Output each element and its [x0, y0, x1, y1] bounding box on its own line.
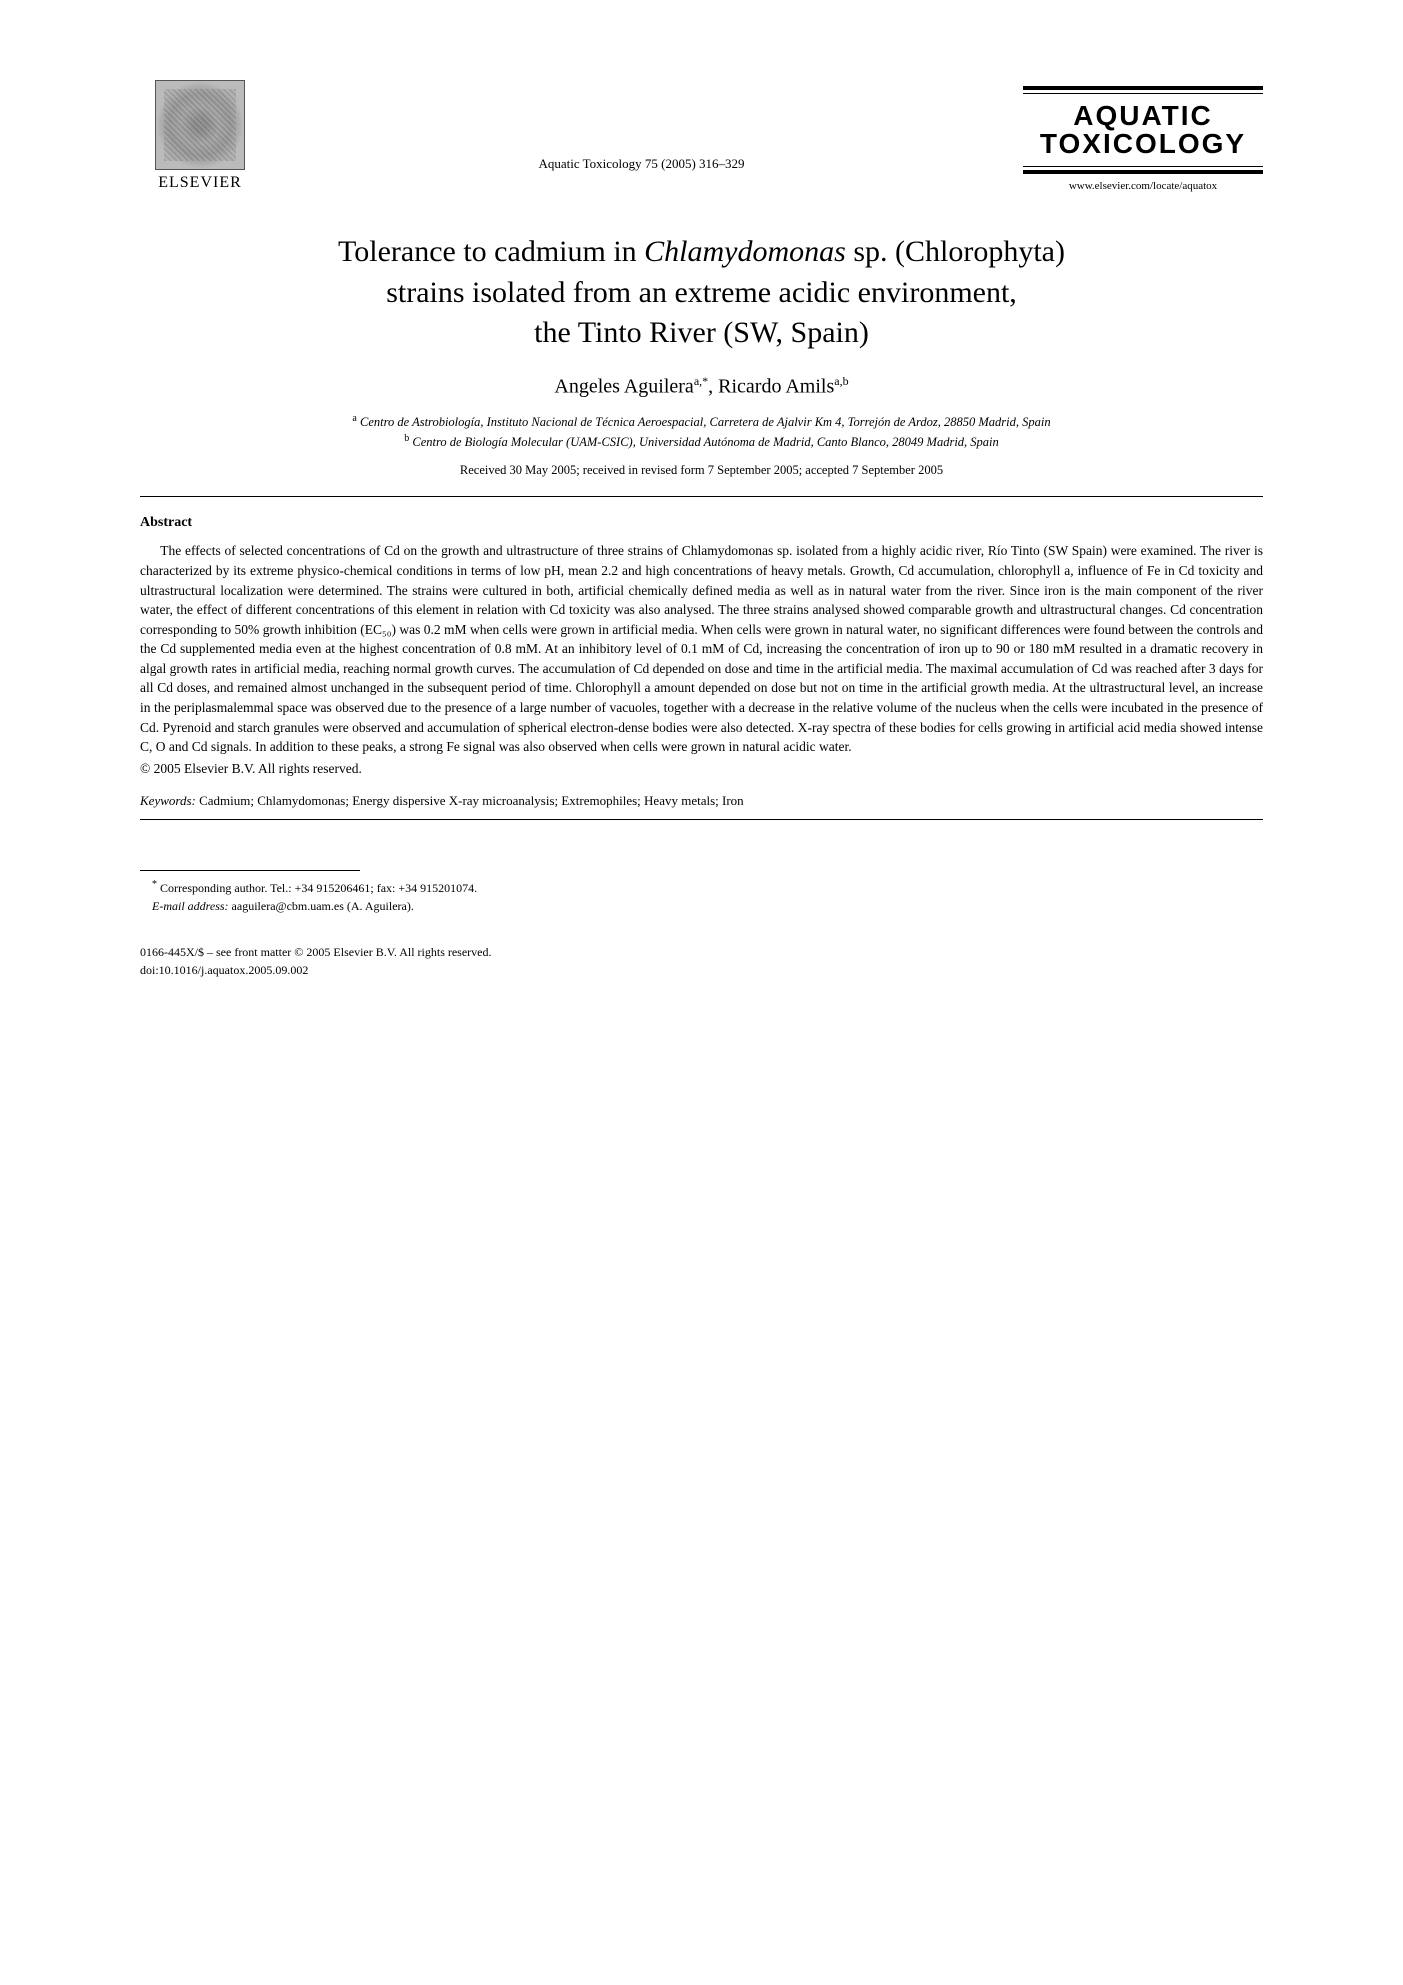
abstract-body: The effects of selected concentrations o…: [140, 541, 1263, 756]
email-value: aaguilera@cbm.uam.es (A. Aguilera).: [232, 899, 414, 913]
corresponding-author: * Corresponding author. Tel.: +34 915206…: [152, 877, 1263, 897]
footnote-rule: [140, 870, 360, 871]
journal-rule-top: [1023, 86, 1263, 94]
keywords-label: Keywords:: [140, 793, 196, 808]
publisher-block: ELSEVIER: [140, 80, 260, 192]
elsevier-logo: [155, 80, 245, 170]
affiliation-b: Centro de Biología Molecular (UAM-CSIC),…: [412, 435, 998, 449]
title-line3: the Tinto River (SW, Spain): [534, 316, 869, 349]
author-2-name: Ricardo Amils: [718, 375, 834, 397]
affiliation-a: Centro de Astrobiología, Instituto Nacio…: [360, 415, 1051, 429]
journal-block: AQUATIC TOXICOLOGY www.elsevier.com/loca…: [1023, 86, 1263, 192]
corresponding-email: E-mail address: aaguilera@cbm.uam.es (A.…: [152, 897, 1263, 915]
affiliations: a Centro de Astrobiología, Instituto Nac…: [140, 412, 1263, 451]
page-header: ELSEVIER Aquatic Toxicology 75 (2005) 31…: [140, 80, 1263, 192]
rule-before-abstract: [140, 496, 1263, 497]
email-label: E-mail address:: [152, 899, 229, 913]
keywords: Keywords: Cadmium; Chlamydomonas; Energy…: [140, 793, 1263, 809]
article-history: Received 30 May 2005; received in revise…: [140, 463, 1263, 478]
footer-line1: 0166-445X/$ – see front matter © 2005 El…: [140, 943, 1263, 961]
title-line1a: Tolerance to cadmium in: [338, 235, 644, 268]
abstract-copyright: © 2005 Elsevier B.V. All rights reserved…: [140, 761, 1263, 777]
journal-rule-bottom: [1023, 166, 1263, 174]
page-footer: 0166-445X/$ – see front matter © 2005 El…: [140, 943, 1263, 979]
journal-title-line1: AQUATIC: [1073, 100, 1212, 131]
journal-reference: Aquatic Toxicology 75 (2005) 316–329: [260, 156, 1023, 192]
abstract-heading: Abstract: [140, 515, 1263, 531]
corr-text: Corresponding author. Tel.: +34 91520646…: [160, 881, 477, 895]
keywords-list: Cadmium; Chlamydomonas; Energy dispersiv…: [199, 793, 744, 808]
journal-title: AQUATIC TOXICOLOGY: [1023, 96, 1263, 164]
journal-url: www.elsevier.com/locate/aquatox: [1023, 180, 1263, 192]
author-1-corr: *: [702, 374, 708, 388]
title-line2: strains isolated from an extreme acidic …: [386, 276, 1017, 309]
author-1-affil: a,: [694, 374, 702, 388]
corr-symbol: *: [152, 879, 157, 890]
journal-title-line2: TOXICOLOGY: [1040, 128, 1246, 159]
author-1-name: Angeles Aguilera: [554, 375, 693, 397]
author-2-affil: a,b: [834, 374, 848, 388]
footnotes: * Corresponding author. Tel.: +34 915206…: [140, 870, 1263, 915]
authors: Angeles Aguileraa,*, Ricardo Amilsa,b: [140, 374, 1263, 399]
rule-after-keywords: [140, 819, 1263, 820]
article-title: Tolerance to cadmium in Chlamydomonas sp…: [200, 232, 1203, 354]
title-line1b: sp. (Chlorophyta): [846, 235, 1065, 268]
publisher-name: ELSEVIER: [158, 174, 242, 192]
title-line1-italic: Chlamydomonas: [644, 235, 846, 268]
footer-line2: doi:10.1016/j.aquatox.2005.09.002: [140, 961, 1263, 979]
